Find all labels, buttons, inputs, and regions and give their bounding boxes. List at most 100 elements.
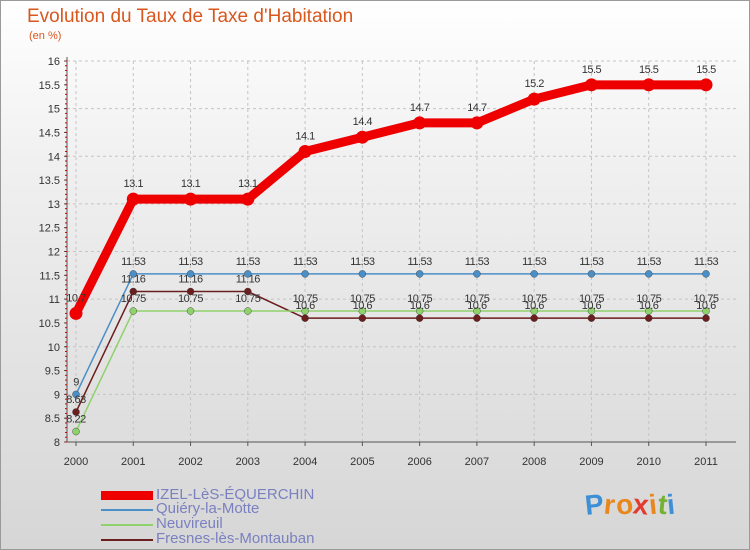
y-tick-label: 10.5: [39, 318, 60, 330]
x-tick-label: 2007: [465, 456, 489, 468]
data-label-izel-l-s-querchin: 13.1: [124, 178, 144, 190]
data-point-izel-l-s-querchin: [642, 78, 656, 92]
y-tick-label: 14.5: [39, 127, 60, 139]
data-label-fresnes-l-s-montauban: 10.6: [696, 300, 716, 312]
x-axis-ticks: 2000 2001 2002 2003 2004 2005 2006 2007 2008 2009…: [64, 442, 718, 468]
legend-item-neuvireuil[interactable]: Neuvireuil: [101, 515, 401, 534]
x-tick-label: 2004: [293, 456, 317, 468]
y-tick-label: 12: [48, 247, 60, 259]
data-point-neuvireuil: [129, 307, 137, 315]
data-label-qui-ry-la-motte: 11.53: [637, 256, 662, 268]
data-point-neuvireuil: [645, 307, 653, 315]
series-line-qui-ry-la-motte: [75, 273, 707, 396]
data-label-neuvireuil: 10.75: [636, 293, 661, 305]
logo-letter: i: [665, 488, 678, 521]
data-point-izel-l-s-querchin: [470, 116, 484, 130]
legend-swatch-fresnes: [101, 539, 153, 541]
data-label-qui-ry-la-motte: 11.53: [579, 256, 604, 268]
data-label-neuvireuil: 10.75: [522, 293, 547, 305]
data-point-fresnes-l-s-montauban: [129, 287, 137, 296]
data-label-qui-ry-la-motte: 11.53: [408, 256, 433, 268]
y-tick-label: 11: [49, 294, 60, 306]
data-label-fresnes-l-s-montauban: 11.16: [178, 274, 203, 286]
grid-lines: [67, 60, 736, 443]
data-point-neuvireuil: [473, 307, 481, 315]
data-label-qui-ry-la-motte: 11.53: [465, 256, 490, 268]
data-point-izel-l-s-querchin: [298, 144, 312, 158]
data-point-fresnes-l-s-montauban: [244, 287, 252, 296]
data-label-qui-ry-la-motte: 9: [73, 376, 79, 388]
data-point-fresnes-l-s-montauban: [358, 314, 367, 322]
x-tick-label: 2009: [579, 456, 603, 468]
y-tick-label: 10: [48, 342, 60, 354]
legend-label-fresnes: Fresnes-lès-Montauban: [156, 530, 315, 547]
legend-label-izel: IZEL-LèS-ÉQUERCHIN: [156, 486, 315, 503]
series-line-fresnes-l-s-montauban: [75, 290, 707, 413]
data-point-qui-ry-la-motte: [186, 270, 195, 278]
legend-label-neuvireuil: Neuvireuil: [156, 515, 223, 532]
y-tick-label: 16: [48, 56, 60, 68]
data-label-izel-l-s-querchin: 10.7: [66, 292, 86, 304]
legend-item-quiery[interactable]: Quiéry-la-Motte: [101, 500, 401, 519]
data-point-neuvireuil: [186, 307, 195, 315]
y-tick-label: 12.5: [39, 223, 60, 235]
data-label-izel-l-s-querchin: 14.7: [467, 102, 487, 114]
legend-item-izel[interactable]: IZEL-LèS-ÉQUERCHIN: [101, 486, 401, 505]
data-point-izel-l-s-querchin: [355, 130, 369, 144]
data-point-izel-l-s-querchin: [699, 78, 713, 92]
data-label-neuvireuil: 10.75: [350, 293, 375, 305]
data-point-qui-ry-la-motte: [244, 270, 252, 278]
x-tick-label: 2003: [236, 456, 260, 468]
data-label-neuvireuil: 10.75: [407, 293, 432, 305]
data-label-neuvireuil: 8.22: [66, 414, 86, 426]
data-point-neuvireuil: [358, 307, 367, 315]
y-tick-label: 9.5: [45, 366, 60, 378]
data-point-izel-l-s-querchin: [241, 192, 255, 206]
series-lines: [69, 78, 713, 436]
data-label-izel-l-s-querchin: 15.5: [582, 64, 602, 76]
data-point-fresnes-l-s-montauban: [72, 408, 80, 416]
data-point-izel-l-s-querchin: [126, 192, 140, 206]
data-label-fresnes-l-s-montauban: 10.6: [639, 300, 659, 312]
data-point-qui-ry-la-motte: [301, 270, 309, 278]
legend-swatch-quiery: [101, 509, 153, 511]
y-tick-label: 15.5: [39, 80, 60, 92]
legend-item-fresnes[interactable]: Fresnes-lès-Montauban: [101, 530, 401, 549]
data-point-fresnes-l-s-montauban: [415, 314, 424, 322]
data-point-fresnes-l-s-montauban: [587, 314, 596, 322]
data-point-fresnes-l-s-montauban: [530, 314, 538, 322]
proxiti-logo: Proxiti: [583, 488, 678, 521]
x-tick-label: 2011: [694, 456, 718, 468]
x-tick-label: 2006: [407, 456, 431, 468]
data-label-izel-l-s-querchin: 15.5: [639, 64, 659, 76]
data-label-izel-l-s-querchin: 14.7: [410, 102, 430, 114]
data-point-fresnes-l-s-montauban: [702, 314, 710, 322]
data-label-neuvireuil: 10.75: [121, 293, 146, 305]
data-label-izel-l-s-querchin: 15.2: [524, 78, 544, 90]
y-tick-label: 13: [48, 199, 60, 211]
x-tick-label: 2002: [178, 456, 202, 468]
data-label-izel-l-s-querchin: 13.1: [181, 178, 201, 190]
data-label-neuvireuil: 10.75: [693, 293, 718, 305]
data-point-neuvireuil: [301, 307, 309, 315]
data-point-qui-ry-la-motte: [72, 390, 80, 399]
data-point-fresnes-l-s-montauban: [473, 314, 481, 322]
data-label-fresnes-l-s-montauban: 10.6: [467, 300, 487, 312]
data-label-fresnes-l-s-montauban: 8.63: [66, 394, 86, 406]
data-label-fresnes-l-s-montauban: 10.6: [295, 300, 315, 312]
data-point-neuvireuil: [415, 307, 424, 315]
data-point-neuvireuil: [702, 307, 710, 315]
data-point-qui-ry-la-motte: [129, 270, 137, 278]
x-tick-label: 2001: [121, 456, 145, 468]
y-tick-label: 9: [54, 389, 60, 401]
data-label-neuvireuil: 10.75: [235, 293, 260, 305]
data-point-qui-ry-la-motte: [358, 270, 367, 278]
x-tick-label: 2005: [350, 456, 374, 468]
data-point-qui-ry-la-motte: [587, 270, 596, 278]
unit-label: (en %): [29, 30, 62, 42]
legend-swatch-izel: [101, 491, 153, 500]
data-label-neuvireuil: 10.75: [464, 293, 489, 305]
y-tick-label: 8.5: [45, 413, 60, 425]
data-point-izel-l-s-querchin: [527, 92, 541, 106]
data-point-neuvireuil: [244, 307, 252, 315]
